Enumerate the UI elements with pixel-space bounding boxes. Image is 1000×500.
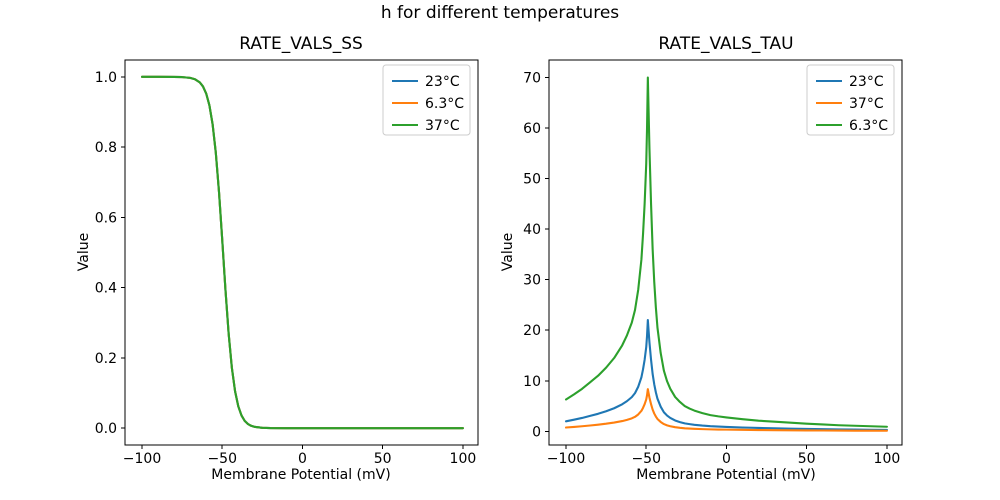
figure-title: h for different temperatures (380, 3, 620, 23)
y-tick-label: 0.4 (95, 281, 117, 297)
x-tick-label: 0 (722, 451, 731, 467)
x-tick-label: 50 (374, 451, 392, 467)
x-tick-label: 50 (798, 451, 816, 467)
line-6-3c (564, 76, 888, 428)
legend-label-6-3c: 6.3°C (425, 96, 464, 112)
axes-spines (548, 59, 903, 446)
legend-label-6-3c: 6.3°C (849, 118, 888, 134)
plot-ss-xlabel: Membrane Potential (mV) (211, 467, 391, 483)
plot-ss-ylabel: Value (76, 232, 92, 272)
line-37c (564, 388, 888, 432)
x-tick-label: 0 (298, 451, 307, 467)
plot-tau-title: RATE_VALS_TAU (658, 34, 794, 54)
y-tick-label: 20 (523, 323, 541, 339)
y-tick-label: 70 (523, 70, 541, 86)
y-tick-label: 0.6 (95, 210, 117, 226)
x-tick-label: −50 (631, 451, 661, 467)
y-tick-label: 10 (523, 374, 541, 390)
y-tick-label: 1.0 (95, 70, 117, 86)
legend-label-23c: 23°C (425, 74, 460, 90)
y-tick-label: 0.2 (95, 351, 117, 367)
y-tick-label: 30 (523, 273, 541, 289)
legend-label-37c: 37°C (425, 118, 460, 134)
x-tick-label: 100 (450, 451, 477, 467)
line-37c (140, 75, 464, 430)
x-tick-label: 100 (874, 451, 901, 467)
y-tick-label: 0.8 (95, 140, 117, 156)
axes-spines (124, 59, 479, 446)
legend-box (382, 64, 471, 136)
y-tick-label: 60 (523, 121, 541, 137)
line-23c (564, 318, 888, 431)
y-tick-label: 0.0 (95, 421, 117, 437)
legend-label-37c: 37°C (849, 96, 884, 112)
x-tick-label: −100 (123, 451, 161, 467)
plot-tau-ylabel: Value (500, 232, 516, 272)
plot-ss-title: RATE_VALS_SS (239, 34, 363, 54)
y-tick-label: 50 (523, 172, 541, 188)
x-tick-label: −50 (207, 451, 237, 467)
y-tick-label: 40 (523, 222, 541, 238)
x-tick-label: −100 (547, 451, 585, 467)
y-tick-label: 0 (532, 424, 541, 440)
plot-tau-xlabel: Membrane Potential (mV) (636, 467, 816, 483)
legend-label-23c: 23°C (849, 74, 884, 90)
legend-box (806, 64, 895, 136)
